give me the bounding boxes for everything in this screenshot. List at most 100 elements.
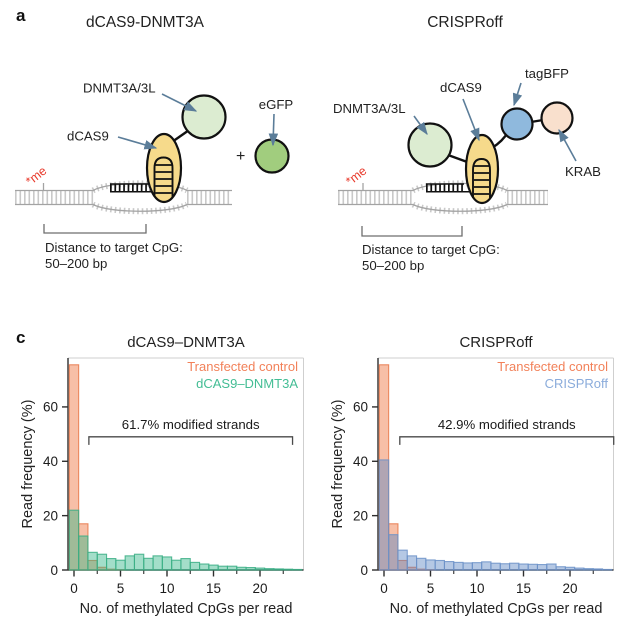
histogram-bar-treatment	[208, 564, 219, 571]
egfp-arrow	[268, 113, 279, 147]
dnmt3a-circle	[181, 94, 227, 140]
x-tick-label: 5	[117, 581, 125, 596]
distance-text-line2: 50–200 bp	[362, 258, 424, 273]
krab-arrow	[558, 128, 577, 162]
histogram-bar-treatment	[425, 559, 436, 571]
x-tick-label: 10	[469, 581, 484, 596]
y-tick-label: 60	[43, 400, 58, 415]
krab-circle	[540, 101, 574, 135]
dnmt3a-arrow	[161, 93, 198, 112]
histogram-bar-treatment	[406, 555, 418, 571]
plus-sign: +	[236, 148, 245, 165]
y-tick-label: 0	[50, 563, 58, 578]
panel-a-diagrams: dCAS9-DNMT3A *me	[15, 14, 601, 273]
distance-text-line2: 50–200 bp	[45, 256, 107, 271]
annotation-label: 61.7% modified strands	[122, 417, 260, 432]
histogram-bar-treatment	[574, 567, 585, 571]
histogram-bar-treatment	[481, 561, 492, 571]
x-tick-label: 20	[562, 581, 577, 596]
histogram-bar-treatment	[416, 557, 427, 571]
histogram-bar-treatment	[378, 459, 390, 571]
panel-c-label: c	[16, 328, 26, 347]
krab-label: KRAB	[565, 164, 601, 179]
dnmt3a-arrow	[413, 115, 428, 136]
histogram-bar-treatment	[397, 549, 408, 571]
histogram-bar-treatment	[152, 555, 163, 571]
annotation-bracket	[399, 436, 615, 445]
histogram-bar-treatment	[471, 562, 483, 571]
histogram-bar-treatment	[499, 563, 511, 571]
histogram-bar-treatment	[443, 561, 455, 571]
distance-bracket	[43, 224, 147, 234]
histogram-bar-treatment	[245, 567, 256, 571]
egfp-label: eGFP	[259, 97, 294, 112]
histogram-bar-treatment	[282, 568, 294, 571]
histogram-bar-treatment	[527, 563, 538, 571]
diagram-crisproff: CRISPRoff *me	[333, 14, 601, 273]
x-tick-label: 15	[516, 581, 531, 596]
histogram-bar-treatment	[124, 555, 136, 571]
histogram-bar-treatment	[199, 563, 210, 571]
y-axis-label: Read frequency (%)	[330, 399, 346, 529]
y-axis-label: Read frequency (%)	[20, 399, 36, 529]
histogram-bar-treatment	[161, 556, 173, 571]
histogram-bar-treatment	[133, 553, 145, 571]
histogram-bar-treatment	[518, 563, 529, 571]
dcas9-label: dCAS9	[67, 129, 109, 144]
chart-title: CRISPRoff	[459, 334, 533, 351]
dcas9-arrow	[462, 98, 480, 142]
histogram-bar-treatment	[189, 561, 201, 571]
x-axis-label: No. of methylated CpGs per read	[79, 601, 293, 617]
chart-legend: Transfected control dCAS9–DNMT3A	[187, 358, 298, 392]
histogram-bar-treatment	[546, 563, 557, 571]
dnmt3a-label: DNMT3A/3L	[333, 101, 406, 116]
tagbfp-arrow	[512, 82, 523, 107]
guide-rna-cartridge	[153, 156, 174, 197]
annotation-label: 42.9% modified strands	[438, 417, 576, 432]
histogram-bar-treatment	[583, 568, 594, 571]
x-tick-label: 15	[206, 581, 221, 596]
x-tick-label: 20	[252, 581, 267, 596]
egfp-circle	[254, 138, 290, 174]
histogram-bar-treatment	[171, 559, 182, 571]
legend-item-treatment: dCAS9–DNMT3A	[196, 376, 298, 391]
diagram-title-crisproff: CRISPRoff	[427, 14, 503, 31]
chart-legend: Transfected control CRISPRoff	[497, 358, 608, 392]
histogram-bar-treatment	[564, 566, 576, 571]
methylation-label: *me	[343, 164, 369, 189]
histogram-bar-treatment	[490, 562, 501, 571]
x-tick-label: 0	[380, 581, 388, 596]
histogram-bar-treatment	[226, 565, 238, 571]
annotation-bracket	[88, 436, 294, 445]
histogram-bar-treatment	[87, 551, 98, 571]
y-tick-label: 60	[353, 400, 368, 415]
histogram-bar-treatment	[592, 568, 604, 571]
panel-a-label: a	[16, 6, 26, 25]
y-tick-label: 20	[353, 508, 368, 523]
histogram-bar-treatment	[68, 509, 80, 571]
x-tick-label: 5	[427, 581, 435, 596]
distance-text-line1: Distance to target CpG:	[362, 242, 500, 257]
histogram-bar-treatment	[291, 568, 303, 571]
histogram-plot: 0 20 40 60 0 5 10 15 20 61.7% modified strands	[43, 357, 304, 596]
y-tick-label: 40	[43, 454, 58, 469]
x-tick-label: 10	[159, 581, 174, 596]
dcas9-oval	[145, 132, 183, 204]
histogram-bar-treatment	[143, 557, 154, 571]
histogram-bar-treatment	[388, 534, 399, 571]
histogram-bar-treatment	[462, 562, 473, 571]
dnmt3a-label: DNMT3A/3L	[83, 81, 156, 96]
distance-bracket	[361, 226, 463, 237]
dnmt3a-circle	[407, 122, 453, 168]
histogram-bar-treatment	[434, 559, 446, 571]
dcas9-arrow	[117, 136, 158, 150]
y-tick-label: 40	[353, 454, 368, 469]
diagram-dcas9-dnmt3a: dCAS9-DNMT3A *me	[15, 14, 293, 271]
histogram-bar-treatment	[555, 566, 566, 571]
histogram-bar-treatment	[217, 565, 228, 571]
legend-item-control: Transfected control	[187, 359, 298, 374]
dcas9-label: dCAS9	[440, 80, 482, 95]
y-tick-label: 20	[43, 508, 58, 523]
histogram-bar-treatment	[509, 562, 520, 571]
